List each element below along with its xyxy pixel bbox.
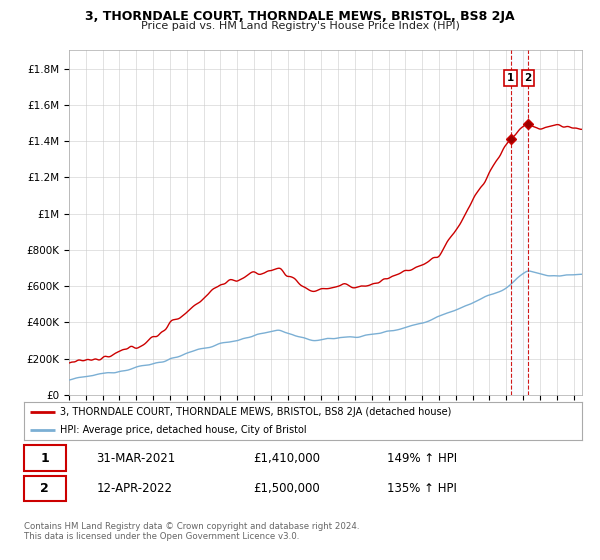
- Text: 3, THORNDALE COURT, THORNDALE MEWS, BRISTOL, BS8 2JA: 3, THORNDALE COURT, THORNDALE MEWS, BRIS…: [85, 10, 515, 23]
- Text: 1: 1: [507, 73, 514, 83]
- Bar: [511, 50, 528, 395]
- Text: 149% ↑ HPI: 149% ↑ HPI: [387, 451, 457, 465]
- Text: Contains HM Land Registry data © Crown copyright and database right 2024.
This d: Contains HM Land Registry data © Crown c…: [24, 522, 359, 542]
- Text: 2: 2: [40, 482, 49, 495]
- FancyBboxPatch shape: [24, 475, 66, 501]
- FancyBboxPatch shape: [24, 445, 66, 471]
- Text: HPI: Average price, detached house, City of Bristol: HPI: Average price, detached house, City…: [60, 425, 307, 435]
- Text: Price paid vs. HM Land Registry's House Price Index (HPI): Price paid vs. HM Land Registry's House …: [140, 21, 460, 31]
- Text: 12-APR-2022: 12-APR-2022: [97, 482, 173, 495]
- Text: 2: 2: [524, 73, 532, 83]
- Text: 31-MAR-2021: 31-MAR-2021: [97, 451, 176, 465]
- Text: 135% ↑ HPI: 135% ↑ HPI: [387, 482, 457, 495]
- Text: £1,500,000: £1,500,000: [253, 482, 320, 495]
- Text: £1,410,000: £1,410,000: [253, 451, 320, 465]
- Text: 3, THORNDALE COURT, THORNDALE MEWS, BRISTOL, BS8 2JA (detached house): 3, THORNDALE COURT, THORNDALE MEWS, BRIS…: [60, 407, 452, 417]
- Text: 1: 1: [40, 451, 49, 465]
